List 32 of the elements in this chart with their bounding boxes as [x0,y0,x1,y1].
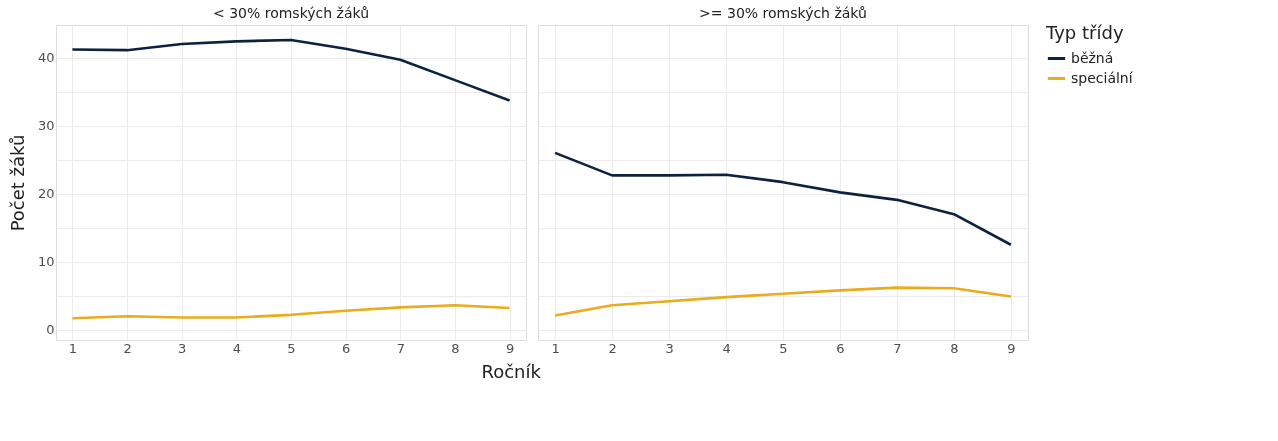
y-axis-title: Počet žáků [6,134,28,232]
y-tick-label: 20 [37,186,55,202]
x-tick-label: 9 [505,340,515,356]
x-tick-label: 4 [722,340,731,356]
x-tick-label: 2 [608,340,617,356]
x-tick-label: 3 [665,340,674,356]
x-tick-label: 9 [1007,340,1016,356]
y-tick-label: 10 [37,254,55,270]
line-series [71,304,511,320]
y-tick-label: 0 [46,322,55,338]
chart-title: < 30% romských žáků [212,5,370,21]
x-tick-label: 8 [451,340,460,356]
x-tick-label: 1 [551,340,560,356]
x-tick-label: 8 [950,340,959,356]
x-tick-label: 7 [893,340,902,356]
x-tick-label: 1 [68,340,78,356]
x-tick-label: 5 [287,340,296,356]
legend-title: Typ třídy [1045,22,1124,43]
y-tick-label: 40 [37,50,55,66]
x-tick-label: 6 [342,340,351,356]
x-tick-label: 3 [178,340,187,356]
x-tick-label: 5 [779,340,788,356]
legend-label: speciální [1071,69,1134,86]
legend-label: běžná [1071,49,1114,66]
chart-title: >= 30% romských žáků [699,5,867,21]
line-series [71,38,511,102]
x-tick-label: 7 [396,340,405,356]
x-tick-label: 2 [123,340,132,356]
x-tick-label: 4 [232,340,241,356]
x-axis-title: Ročník [481,360,542,382]
y-tick-label: 30 [37,118,55,134]
x-tick-label: 6 [836,340,845,356]
